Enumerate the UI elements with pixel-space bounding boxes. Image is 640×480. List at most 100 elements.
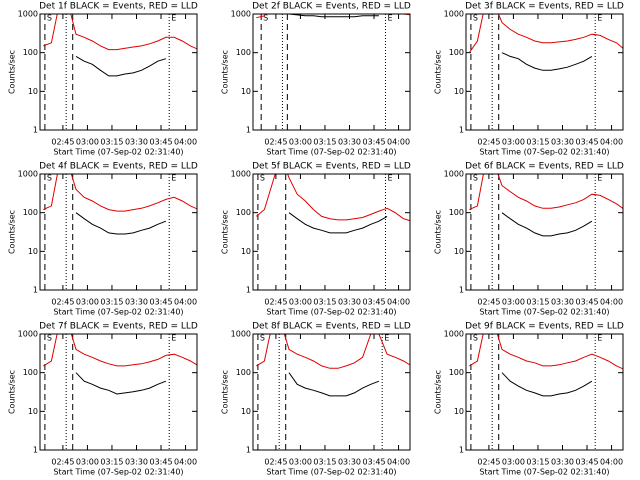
x-axis-label: Start Time (07-Sep-02 02:31:40)	[266, 148, 396, 157]
x-tick-label: 02:45	[477, 458, 500, 467]
marker-label: S	[260, 334, 265, 343]
x-tick-label: 03:30	[125, 138, 148, 147]
y-tick-label: 1	[33, 446, 38, 455]
x-tick-label: 04:00	[600, 138, 623, 147]
y-tick-label: 1000	[231, 10, 251, 19]
chart-title: Det 9f BLACK = Events, RED = LLD	[465, 322, 624, 332]
y-tick-label: 100	[236, 208, 251, 217]
series-line	[75, 55, 167, 77]
y-tick-label: 1000	[444, 170, 464, 179]
series-line	[501, 372, 593, 397]
y-tick-label: 10	[454, 247, 464, 256]
y-tick-label: 1000	[18, 10, 38, 19]
x-tick-label: 03:30	[551, 458, 574, 467]
series-line	[75, 372, 167, 395]
chart-title: Det 3f BLACK = Events, RED = LLD	[465, 2, 624, 12]
panel: Det 1f BLACK = Events, RED = LLD Start Ti…	[8, 2, 198, 157]
marker-label: S	[473, 14, 478, 23]
x-tick-label: 02:45	[264, 458, 287, 467]
y-axis-label: Counts/sec	[8, 50, 17, 94]
y-tick-label: 100	[449, 208, 464, 217]
y-tick-label: 10	[241, 87, 251, 96]
marker-label: S	[473, 174, 478, 183]
x-tick-label: 03:00	[76, 458, 99, 467]
x-tick-label: 03:15	[526, 458, 549, 467]
x-tick-label: 04:00	[387, 138, 410, 147]
x-tick-label: 04:00	[387, 458, 410, 467]
marker-label: E	[171, 334, 176, 343]
y-tick-label: 1	[459, 446, 464, 455]
x-tick-label: 02:45	[51, 138, 74, 147]
x-axis-label: Start Time (07-Sep-02 02:31:40)	[266, 468, 396, 477]
y-tick-label: 100	[23, 208, 38, 217]
y-tick-label: 100	[23, 368, 38, 377]
x-tick-label: 03:00	[76, 298, 99, 307]
x-tick-label: 03:30	[551, 138, 574, 147]
chart-title: Det 7f BLACK = Events, RED = LLD	[39, 322, 198, 332]
x-tick-label: 03:00	[289, 298, 312, 307]
y-tick-label: 1	[459, 126, 464, 135]
y-axis-label: Counts/sec	[221, 370, 230, 414]
y-tick-label: 100	[449, 368, 464, 377]
x-axis-label: Start Time (07-Sep-02 02:31:40)	[53, 468, 183, 477]
series-line	[288, 14, 379, 18]
chart-title: Det 4f BLACK = Events, RED = LLD	[39, 162, 198, 172]
x-tick-label: 04:00	[174, 138, 197, 147]
x-tick-label: 03:30	[125, 458, 148, 467]
x-tick-label: 03:45	[149, 458, 172, 467]
x-tick-label: 02:45	[264, 138, 287, 147]
x-tick-label: 03:00	[289, 458, 312, 467]
series-line	[43, 334, 197, 367]
marker-label: E	[387, 174, 392, 183]
y-tick-label: 10	[28, 247, 38, 256]
y-tick-label: 1	[33, 286, 38, 295]
x-tick-label: 03:15	[526, 138, 549, 147]
y-tick-label: 1000	[231, 330, 251, 339]
y-tick-label: 1	[246, 446, 251, 455]
y-axis-label: Counts/sec	[8, 370, 17, 414]
plot-frame	[252, 13, 411, 131]
marker-label: S	[47, 14, 52, 23]
panel: Det 4f BLACK = Events, RED = LLD Start Ti…	[8, 162, 198, 317]
marker-label: S	[260, 174, 265, 183]
x-tick-label: 02:45	[51, 458, 74, 467]
x-tick-label: 03:00	[289, 138, 312, 147]
y-tick-label: 1	[33, 126, 38, 135]
marker-label: E	[597, 14, 602, 23]
panel: Det 9f BLACK = Events, RED = LLD Start Ti…	[434, 322, 624, 477]
y-tick-label: 1	[459, 286, 464, 295]
panel: Det 8f BLACK = Events, RED = LLD Start Ti…	[221, 322, 411, 477]
chart-title: Det 2f BLACK = Events, RED = LLD	[252, 2, 411, 12]
x-tick-label: 02:45	[264, 298, 287, 307]
y-axis-label: Counts/sec	[8, 210, 17, 254]
x-tick-label: 03:15	[100, 458, 123, 467]
series-line	[255, 174, 410, 222]
marker-label: S	[473, 334, 478, 343]
chart-title: Det 1f BLACK = Events, RED = LLD	[39, 2, 198, 12]
x-tick-label: 04:00	[600, 458, 623, 467]
y-tick-label: 1	[246, 126, 251, 135]
series-line	[469, 174, 623, 211]
y-tick-label: 100	[236, 48, 251, 57]
marker-label: S	[47, 174, 52, 183]
series-line	[288, 372, 380, 397]
plot-frame	[252, 173, 411, 291]
plot-frame	[39, 333, 198, 451]
y-axis-label: Counts/sec	[434, 50, 443, 94]
y-tick-label: 10	[241, 407, 251, 416]
y-tick-label: 10	[454, 87, 464, 96]
y-tick-label: 1000	[231, 170, 251, 179]
x-tick-label: 03:45	[362, 298, 385, 307]
series-line	[288, 212, 388, 234]
marker-label: E	[171, 174, 176, 183]
y-tick-label: 1000	[444, 10, 464, 19]
series-line	[75, 212, 167, 235]
x-tick-label: 03:30	[338, 138, 361, 147]
marker-label: S	[263, 14, 268, 23]
x-tick-label: 03:45	[149, 138, 172, 147]
x-tick-label: 04:00	[174, 298, 197, 307]
y-axis-label: Counts/sec	[434, 370, 443, 414]
plot-frame	[465, 173, 624, 291]
series-line	[469, 334, 623, 370]
